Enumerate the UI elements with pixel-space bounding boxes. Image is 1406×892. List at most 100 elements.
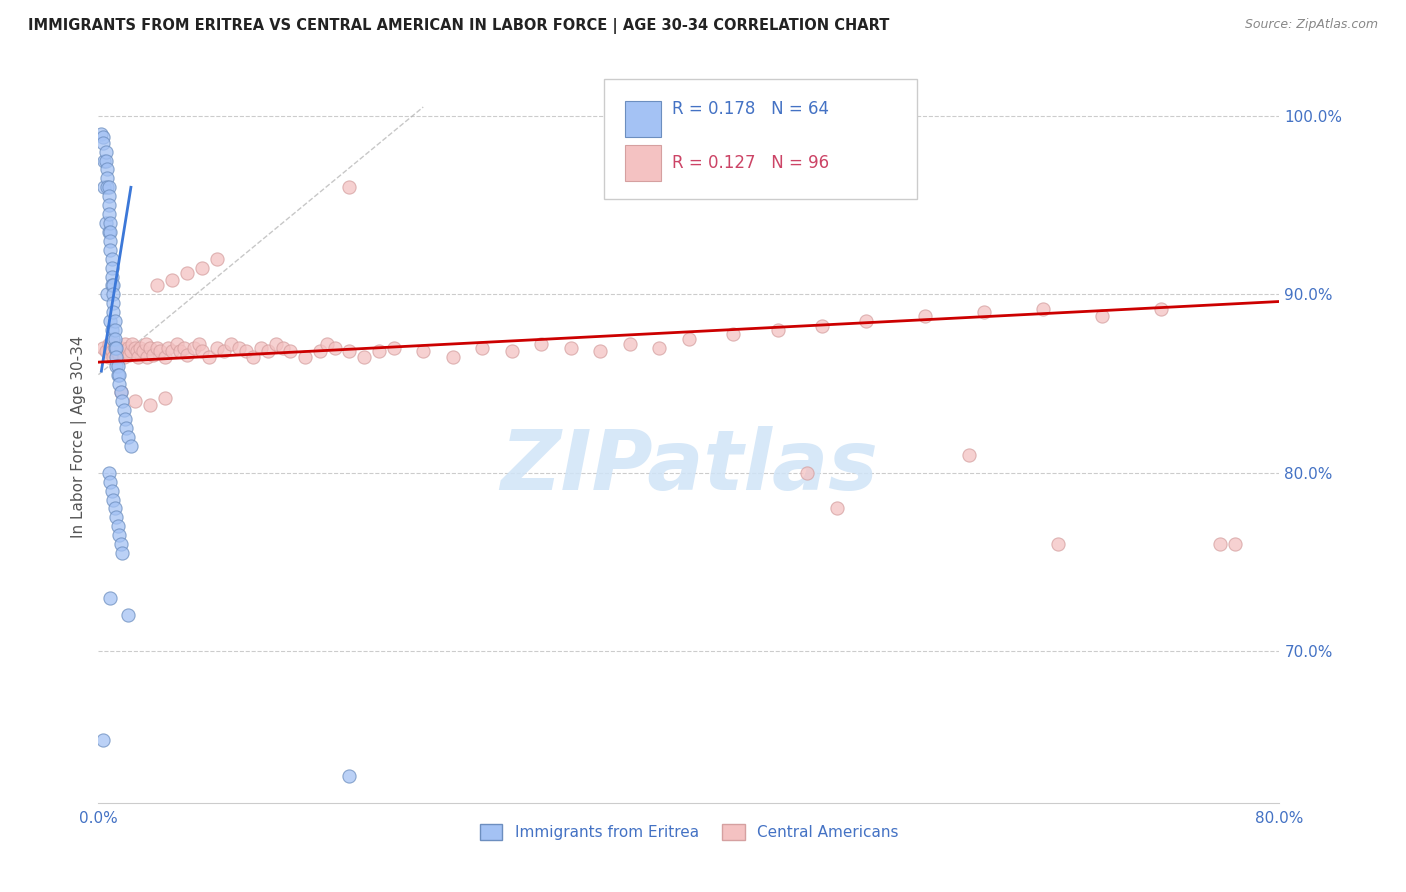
Point (162, 344, 183, 359)
Point (97, 198, 120, 212)
Point (648, 341, 671, 355)
Point (93, 180, 115, 194)
Point (103, 492, 125, 507)
Point (169, 344, 191, 359)
Point (118, 348, 141, 362)
Point (183, 341, 205, 355)
FancyBboxPatch shape (626, 101, 661, 137)
Point (100, 344, 122, 359)
Point (96, 180, 118, 194)
Point (382, 341, 405, 355)
Point (97, 225, 120, 239)
Point (107, 341, 129, 355)
Point (1032, 301, 1054, 316)
Point (97, 350, 120, 364)
Point (309, 344, 332, 359)
Point (121, 337, 143, 351)
Point (104, 314, 127, 328)
Point (105, 359, 128, 373)
Point (136, 350, 159, 364)
Point (94, 216, 117, 230)
Point (105, 350, 128, 364)
Point (115, 344, 138, 359)
Point (146, 341, 169, 355)
Point (153, 350, 176, 364)
Point (93, 153, 115, 168)
Point (139, 341, 162, 355)
Point (191, 260, 214, 275)
Point (205, 341, 228, 355)
Point (105, 341, 128, 355)
Point (723, 326, 745, 341)
Point (100, 269, 122, 284)
Point (530, 337, 553, 351)
Point (103, 296, 125, 310)
Point (156, 341, 179, 355)
Point (110, 385, 132, 400)
Point (107, 519, 129, 533)
Point (98, 475, 121, 489)
Point (110, 537, 132, 551)
Point (100, 260, 122, 275)
Point (124, 394, 146, 409)
Point (91, 136, 114, 150)
Point (271, 341, 294, 355)
Text: ZIPatlas: ZIPatlas (501, 425, 877, 507)
Point (117, 430, 139, 444)
Point (187, 337, 209, 351)
Text: R = 0.178   N = 64: R = 0.178 N = 64 (672, 101, 830, 119)
Point (560, 341, 582, 355)
Point (339, 769, 361, 783)
Point (104, 332, 127, 346)
Point (94, 145, 117, 159)
Point (108, 368, 131, 382)
Point (198, 350, 221, 364)
Point (103, 332, 125, 346)
Point (114, 412, 136, 426)
Point (117, 341, 139, 355)
Point (120, 344, 142, 359)
Point (110, 385, 132, 400)
Point (91, 130, 114, 145)
Point (103, 287, 125, 301)
Point (94, 153, 117, 168)
Point (205, 252, 228, 266)
Text: R = 0.127   N = 96: R = 0.127 N = 96 (672, 153, 830, 172)
Point (104, 337, 127, 351)
Point (107, 368, 129, 382)
Point (678, 332, 700, 346)
Point (250, 341, 273, 355)
Point (471, 341, 494, 355)
Text: IMMIGRANTS FROM ERITREA VS CENTRAL AMERICAN IN LABOR FORCE | AGE 30-34 CORRELATI: IMMIGRANTS FROM ERITREA VS CENTRAL AMERI… (28, 18, 890, 34)
Point (96, 171, 118, 186)
Point (959, 448, 981, 462)
Point (127, 350, 149, 364)
Point (146, 278, 169, 293)
Point (280, 344, 302, 359)
Legend: Immigrants from Eritrea, Central Americans: Immigrants from Eritrea, Central America… (474, 818, 904, 847)
Point (104, 341, 127, 355)
Point (149, 344, 172, 359)
Point (105, 344, 128, 359)
Point (100, 323, 122, 337)
Point (110, 341, 132, 355)
Point (111, 394, 134, 409)
Point (104, 501, 127, 516)
Point (115, 421, 138, 435)
Point (114, 337, 136, 351)
Point (108, 348, 131, 362)
Point (339, 180, 361, 194)
Point (117, 608, 139, 623)
Point (176, 348, 198, 362)
Point (441, 350, 464, 364)
Point (125, 344, 148, 359)
Point (810, 319, 832, 334)
Y-axis label: In Labor Force | Age 30-34: In Labor Force | Age 30-34 (72, 335, 87, 539)
Point (973, 305, 995, 319)
Point (103, 350, 125, 364)
Point (855, 314, 877, 328)
Point (368, 344, 391, 359)
Point (1046, 537, 1070, 551)
Point (162, 273, 183, 287)
Point (103, 278, 125, 293)
